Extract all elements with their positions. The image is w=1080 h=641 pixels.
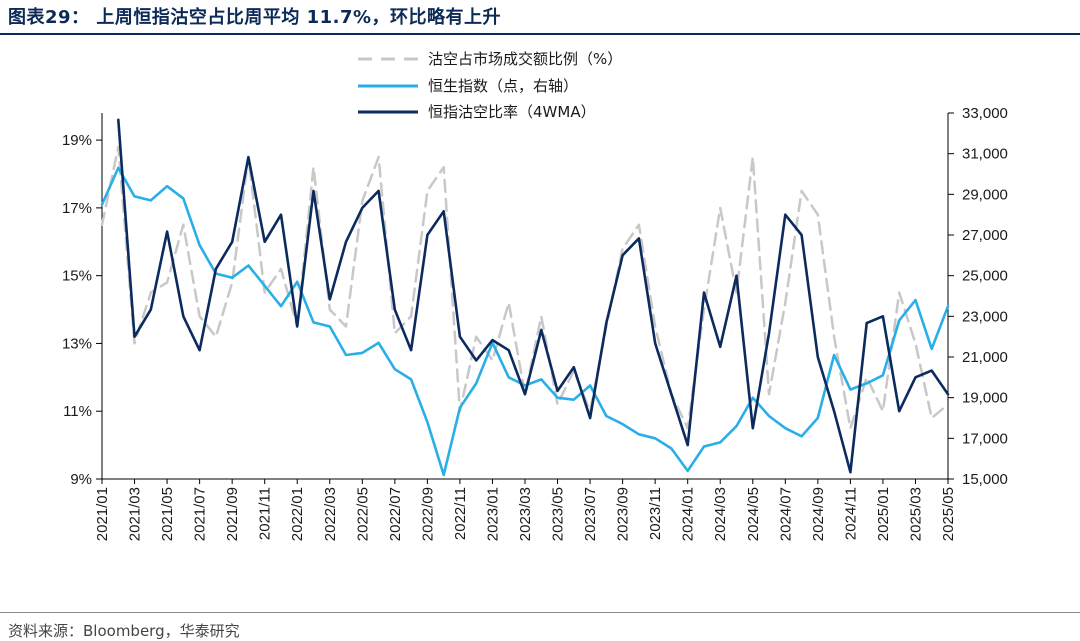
x-ticks: 2021/01 2021/03 2021/05 2021/07 2021/09 2021/… (94, 479, 957, 541)
x-tick-label: 2022/11 (452, 487, 469, 540)
right-tick-label: 27,000 (962, 227, 1008, 244)
source-note: 资料来源：Bloomberg，华泰研究 (8, 622, 240, 640)
x-tick-label: 2023/03 (517, 487, 534, 541)
right-tick-label: 15,000 (962, 471, 1008, 488)
legend-label-hsi: 恒生指数（点，右轴） (428, 77, 578, 95)
series-hsi (100, 166, 950, 477)
legend-label-hsi-short-4wma: 恒指沽空比率（4WMA） (428, 103, 596, 121)
series-layer (100, 118, 950, 477)
right-tick-label: 33,000 (962, 105, 1008, 122)
x-tick-label: 2021/11 (257, 487, 274, 540)
x-tick-label: 2021/09 (224, 487, 241, 541)
x-tick-label: 2024/03 (712, 487, 729, 541)
x-tick-label: 2022/07 (387, 487, 404, 541)
x-tick-label: 2024/11 (842, 487, 859, 540)
x-tick-label: 2023/05 (550, 487, 567, 541)
x-tick-label: 2022/09 (419, 487, 436, 541)
x-tick-label: 2023/09 (615, 487, 632, 541)
series-short-ratio (100, 145, 950, 430)
left-tick-label: 19% (62, 132, 92, 149)
right-tick-label: 25,000 (962, 268, 1008, 285)
x-tick-label: 2023/01 (484, 487, 501, 541)
x-tick-label: 2021/05 (159, 487, 176, 541)
x-tick-label: 2024/07 (777, 487, 794, 541)
chart-svg: 沽空占市场成交额比例（%） 恒生指数（点，右轴） 恒指沽空比率（4WMA） 9%… (62, 50, 1008, 541)
left-tick-label: 13% (62, 335, 92, 352)
footer-divider (0, 612, 1080, 613)
title-divider (0, 33, 1080, 35)
x-tick-label: 2022/01 (289, 487, 306, 541)
x-tick-label: 2025/01 (875, 487, 892, 541)
x-tick-label: 2021/07 (192, 487, 209, 541)
left-y-ticks: 9% 11% 13% 15% 17% 19% (62, 132, 102, 488)
x-tick-label: 2022/05 (354, 487, 371, 541)
x-tick-label: 2025/03 (907, 487, 924, 541)
right-tick-label: 23,000 (962, 308, 1008, 325)
legend-label-short-ratio: 沽空占市场成交额比例（%） (428, 50, 622, 68)
series-hsi-short-4wma (117, 118, 950, 474)
right-tick-label: 29,000 (962, 186, 1008, 203)
left-tick-label: 15% (62, 268, 92, 285)
left-tick-label: 9% (70, 471, 92, 488)
right-tick-label: 17,000 (962, 430, 1008, 447)
right-tick-label: 19,000 (962, 390, 1008, 407)
x-tick-label: 2022/03 (322, 487, 339, 541)
x-tick-label: 2024/05 (745, 487, 762, 541)
x-tick-label: 2025/05 (940, 487, 957, 541)
right-y-ticks: 15,000 17,000 19,000 21,000 23,000 25,000 27,0… (948, 105, 1008, 488)
right-tick-label: 21,000 (962, 349, 1008, 366)
legend: 沽空占市场成交额比例（%） 恒生指数（点，右轴） 恒指沽空比率（4WMA） (358, 50, 622, 121)
x-tick-label: 2024/09 (810, 487, 827, 541)
x-tick-label: 2023/11 (647, 487, 664, 540)
x-tick-label: 2023/07 (582, 487, 599, 541)
x-tick-label: 2021/03 (127, 487, 144, 541)
x-tick-label: 2024/01 (680, 487, 697, 541)
right-tick-label: 31,000 (962, 146, 1008, 163)
left-tick-label: 17% (62, 200, 92, 217)
x-tick-label: 2021/01 (94, 487, 111, 541)
chart-title: 图表29： 上周恒指沽空占比周平均 11.7%，环比略有上升 (8, 7, 502, 28)
left-tick-label: 11% (63, 403, 92, 420)
